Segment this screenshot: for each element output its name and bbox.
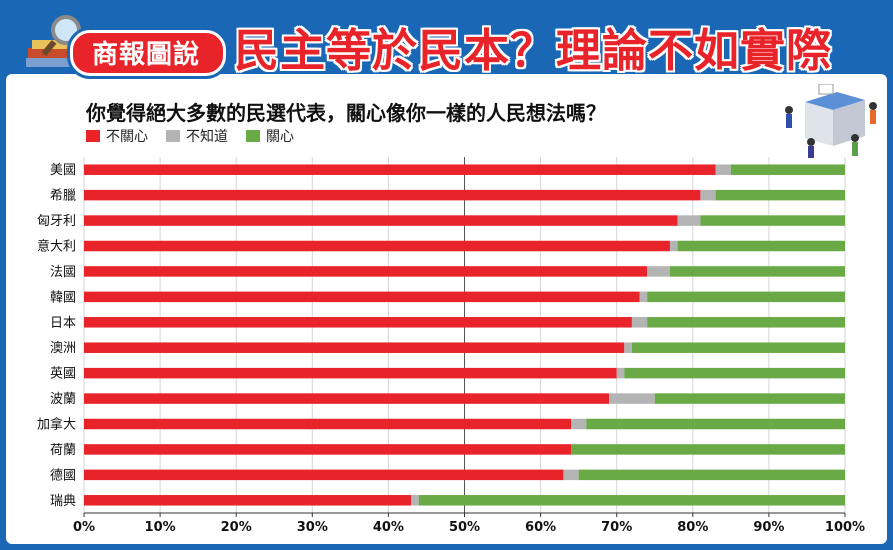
bar-segment-2 <box>631 342 845 353</box>
category-label: 日本 <box>50 316 76 331</box>
bar-segment-1 <box>616 367 625 379</box>
x-tick-label: 0% <box>73 520 95 535</box>
x-tick-label: 60% <box>525 520 556 535</box>
bar-segment-1 <box>571 418 587 430</box>
legend-item-unknown: 不知道 <box>166 126 228 146</box>
bar-segment-1 <box>677 215 701 226</box>
category-label: 韓國 <box>50 290 76 305</box>
bar-segment-1 <box>715 164 731 175</box>
bar-segment-0 <box>84 495 412 506</box>
category-label: 澳洲 <box>50 340 76 356</box>
bar-segment-0 <box>84 164 716 175</box>
bar-segment-0 <box>84 393 610 404</box>
x-tick-label: 20% <box>221 520 252 535</box>
bar-segment-2 <box>654 393 845 404</box>
bar-segment-2 <box>700 215 845 226</box>
bar-segment-2 <box>730 164 845 175</box>
bar-segment-1 <box>609 393 655 404</box>
bar-segment-2 <box>677 240 845 252</box>
ballot-box-illustration <box>785 84 877 158</box>
bar-segment-0 <box>84 291 640 303</box>
bar-segment-1 <box>700 189 716 201</box>
bar-segment-2 <box>647 317 845 328</box>
chart-panel <box>6 74 887 544</box>
legend-swatch-red <box>86 130 100 142</box>
bar-segment-0 <box>84 342 625 353</box>
legend-item-not-care: 不關心 <box>86 126 148 146</box>
bar-segment-0 <box>84 469 564 481</box>
legend-label: 關心 <box>266 129 294 145</box>
x-tick-label: 70% <box>601 520 632 535</box>
legend-item-care: 關心 <box>246 126 294 146</box>
bar-segment-2 <box>715 189 845 201</box>
bar-segment-0 <box>84 240 670 252</box>
bar-segment-0 <box>84 266 648 277</box>
magnifier-books-icon <box>26 15 81 67</box>
bar-segment-2 <box>578 469 845 481</box>
headline: 民主等於民本？理論不如實際 <box>234 24 833 77</box>
x-tick-label: 30% <box>297 520 328 535</box>
bar-segment-1 <box>639 291 648 303</box>
legend-swatch-green <box>246 130 260 142</box>
category-label: 荷蘭 <box>50 442 76 458</box>
category-label: 匈牙利 <box>37 214 76 229</box>
bar-segment-0 <box>84 215 678 226</box>
bar-segment-1 <box>411 495 419 506</box>
bar-segment-2 <box>647 291 845 303</box>
x-tick-label: 100% <box>825 520 865 535</box>
x-tick-label: 90% <box>753 520 784 535</box>
chart-title: 你覺得絕大多數的民選代表，關心像你一樣的人民想法嗎？ <box>86 101 606 125</box>
category-label: 法國 <box>50 265 76 280</box>
bar-segment-0 <box>84 367 617 379</box>
legend-label: 不關心 <box>106 129 148 145</box>
bar-segment-2 <box>586 418 845 430</box>
bar-segment-2 <box>571 444 845 455</box>
x-tick-label: 40% <box>373 520 404 535</box>
category-label: 意大利 <box>37 239 76 255</box>
bar-segment-1 <box>647 266 670 277</box>
bar-segment-0 <box>84 189 701 201</box>
bar-segment-0 <box>84 444 572 455</box>
category-label: 加拿大 <box>37 417 76 433</box>
x-tick-label: 80% <box>677 520 708 535</box>
bar-segment-1 <box>669 240 678 252</box>
category-label: 瑞典 <box>50 494 76 509</box>
category-label: 波蘭 <box>50 391 76 407</box>
category-label: 希臘 <box>50 189 76 204</box>
section-badge <box>70 30 226 76</box>
bar-segment-2 <box>624 367 845 379</box>
x-tick-label: 50% <box>449 520 480 535</box>
category-label: 美國 <box>50 163 76 178</box>
bar-segment-1 <box>631 317 648 328</box>
legend-swatch-gray <box>166 130 180 142</box>
category-label: 英國 <box>50 367 76 382</box>
bar-segment-1 <box>563 469 579 481</box>
bar-segment-2 <box>418 495 845 506</box>
legend-label: 不知道 <box>186 129 228 145</box>
bar-segment-0 <box>84 418 572 430</box>
bar-segment-1 <box>624 342 632 353</box>
section-badge-label: 商報圖說 <box>92 40 201 70</box>
x-tick-label: 10% <box>145 520 176 535</box>
bar-segment-2 <box>669 266 845 277</box>
category-label: 德國 <box>50 468 76 483</box>
bar-segment-0 <box>84 317 632 328</box>
